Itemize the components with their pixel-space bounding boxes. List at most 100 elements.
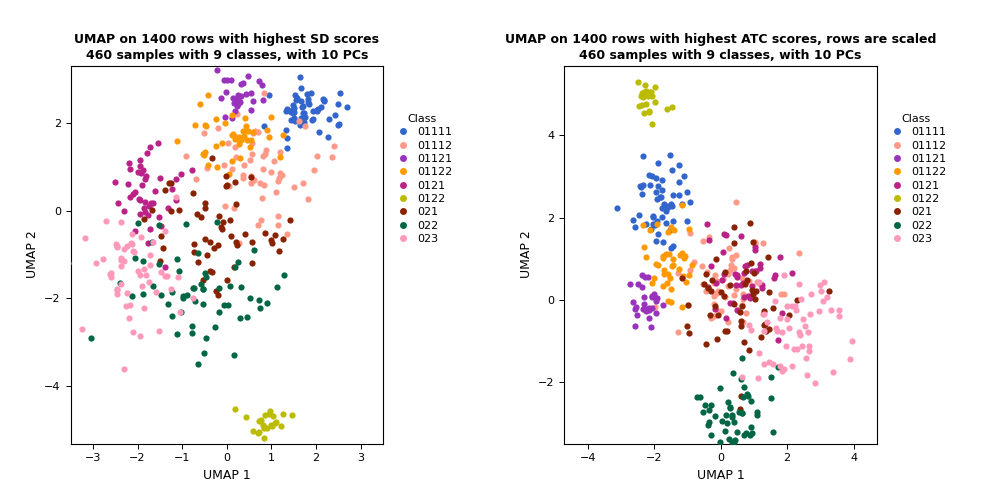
Point (198, 121, 214, 130)
Point (317, 96, 333, 104)
Point (230, 258, 246, 266)
Point (798, 354, 814, 362)
Point (190, 360, 206, 368)
Point (339, 103, 355, 111)
Point (734, 409, 750, 417)
Point (781, 324, 797, 332)
Point (233, 283, 249, 291)
Point (757, 320, 773, 328)
Point (674, 200, 690, 208)
Point (756, 360, 772, 368)
Point (648, 309, 664, 317)
Point (294, 103, 310, 111)
Point (654, 204, 670, 212)
Point (255, 96, 271, 104)
Point (198, 148, 214, 156)
Point (185, 294, 202, 302)
Point (715, 275, 731, 283)
Point (655, 252, 671, 260)
Point (663, 244, 679, 253)
Point (680, 329, 697, 337)
Point (251, 77, 267, 85)
Point (133, 169, 149, 177)
Point (231, 136, 247, 144)
Point (160, 179, 176, 187)
Point (685, 258, 702, 266)
Point (745, 290, 761, 298)
Point (727, 270, 743, 278)
Point (265, 412, 281, 420)
Point (698, 287, 714, 295)
Point (660, 270, 676, 278)
Point (163, 285, 179, 293)
Point (231, 140, 247, 148)
Point (83, 334, 99, 342)
Point (635, 181, 651, 190)
Point (767, 271, 783, 279)
Point (122, 193, 138, 201)
Point (661, 151, 677, 159)
Point (109, 242, 125, 250)
Point (744, 268, 760, 276)
Point (227, 135, 243, 143)
Point (775, 365, 791, 373)
Point (213, 223, 229, 231)
Point (137, 208, 153, 216)
Point (758, 318, 774, 326)
Point (701, 233, 717, 241)
Point (729, 271, 745, 279)
Point (647, 237, 663, 245)
Point (113, 262, 129, 270)
Point (780, 311, 796, 319)
Point (243, 106, 259, 114)
Point (296, 118, 312, 127)
Point (124, 230, 140, 238)
Point (305, 115, 322, 123)
Point (267, 419, 283, 427)
Point (120, 179, 136, 187)
Point (278, 107, 294, 115)
Point (742, 219, 758, 227)
Point (734, 274, 750, 282)
Point (168, 330, 184, 338)
Point (261, 410, 277, 418)
Point (744, 429, 760, 437)
Point (738, 309, 754, 318)
Point (150, 213, 166, 221)
Point (751, 278, 767, 286)
Point (261, 133, 277, 141)
Point (197, 349, 213, 357)
Point (253, 216, 269, 224)
Point (647, 83, 663, 91)
Point (706, 291, 722, 299)
Point (247, 127, 263, 135)
Point (211, 212, 227, 220)
Point (110, 199, 126, 207)
Point (714, 307, 730, 316)
Point (739, 390, 755, 398)
Point (657, 207, 673, 215)
Point (225, 111, 241, 119)
Point (747, 238, 763, 246)
Point (638, 87, 654, 95)
Point (649, 195, 665, 203)
Point (749, 411, 765, 419)
Point (718, 328, 734, 336)
Point (745, 238, 761, 246)
Point (740, 458, 756, 466)
Point (745, 452, 761, 460)
Point (787, 306, 803, 314)
Point (230, 91, 246, 99)
Point (793, 295, 809, 303)
Point (199, 164, 215, 172)
Point (214, 225, 230, 233)
Point (256, 181, 272, 190)
Point (125, 329, 141, 337)
Point (783, 269, 799, 277)
Point (801, 347, 817, 355)
Point (209, 163, 225, 171)
Point (631, 211, 647, 219)
Point (236, 132, 252, 140)
Point (739, 276, 755, 284)
Point (642, 88, 658, 96)
